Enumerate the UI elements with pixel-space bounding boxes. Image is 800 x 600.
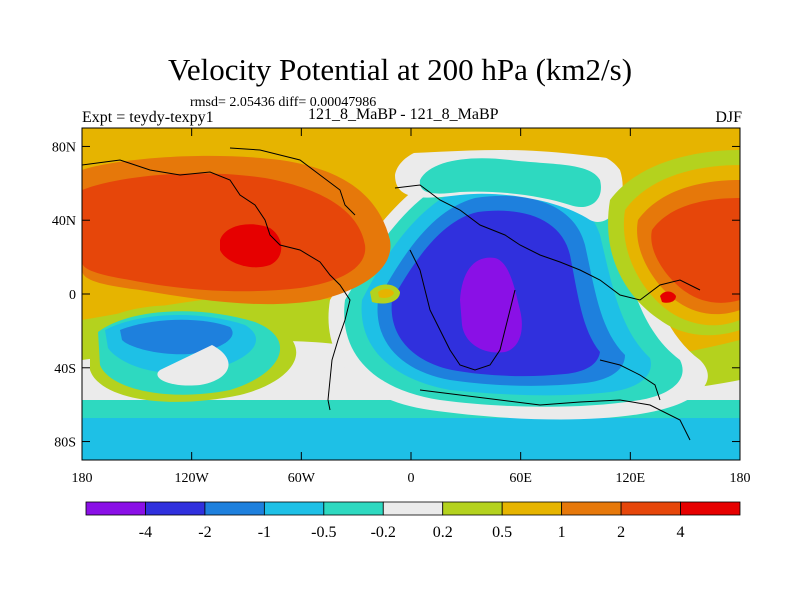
colorbar-swatch: [145, 501, 206, 516]
comparison-label: 121_8_MaBP - 121_8_MaBP: [308, 106, 499, 123]
contour-americas-redorange: [82, 173, 366, 292]
colorbar-label: -4: [139, 524, 152, 541]
x-tick-label: 60E: [509, 471, 532, 486]
y-tick-label: 0: [69, 288, 76, 303]
x-tick-label: 0: [408, 471, 415, 486]
contour-americas-maximum: [220, 224, 282, 268]
colorbar-swatch: [501, 501, 563, 516]
colorbar-swatch: [263, 501, 325, 516]
colorbar-swatch: [442, 501, 503, 516]
contour-arctic-cyan: [419, 158, 601, 208]
contour-field: [82, 128, 740, 460]
stats-subtitle: rmsd= 2.05436 diff= 0.00047986: [190, 95, 377, 110]
contour-pacific-east-redorange: [651, 198, 740, 303]
colorbar-label: 2: [617, 524, 625, 541]
contour-central-minimum: [460, 257, 522, 353]
colorbar-swatch: [204, 501, 265, 516]
colorbar-label: -1: [258, 524, 271, 541]
colorbar-swatch: [561, 501, 622, 516]
contour-pacific-east-maximum: [660, 291, 676, 303]
y-tick-label: 40S: [54, 362, 76, 377]
y-tick-label: 40N: [52, 214, 76, 229]
y-tick-label: 80S: [54, 436, 76, 451]
coastline-antarctica: [419, 389, 691, 441]
experiment-label: Expt = teydy-texpy1: [82, 109, 214, 126]
coastline-north-america-north: [229, 147, 356, 216]
x-tick-label: 60W: [288, 471, 316, 486]
colorbar-swatch: [382, 501, 444, 516]
y-tick-label: 80N: [52, 140, 76, 155]
contour-yellow-north-2: [82, 128, 740, 150]
colorbar-swatch: [620, 501, 681, 516]
contour-atlantic-small-inner: [378, 289, 394, 298]
x-tick-label: 180: [730, 471, 751, 486]
coastline-americas: [82, 159, 351, 411]
x-tick-label: 120W: [175, 471, 210, 486]
colorbar-label: 0.5: [492, 524, 512, 541]
colorbar-swatch: [323, 501, 384, 516]
contour-pacific-white: [157, 345, 229, 386]
season-label: DJF: [715, 109, 742, 126]
colorbar-label: 1: [558, 524, 566, 541]
x-axis: 180 120W 60W 0 60E 120E 180: [72, 128, 751, 486]
colorbar: -4 -2 -1 -0.5 -0.2 0.2 0.5 1 2 4: [85, 501, 741, 541]
chart-title: Velocity Potential at 200 hPa (km2/s): [167, 52, 633, 87]
colorbar-swatch: [680, 501, 741, 516]
x-tick-label: 120E: [616, 471, 646, 486]
contour-pacific-blue: [120, 319, 233, 355]
coastline-australia: [599, 359, 661, 401]
colorbar-label: -2: [198, 524, 211, 541]
colorbar-swatch: [85, 501, 146, 516]
colorbar-label: -0.5: [311, 524, 336, 541]
coastline-eurasia: [394, 184, 701, 301]
colorbar-label: 4: [677, 524, 685, 541]
contour-lightblue-south: [82, 418, 740, 460]
colorbar-label: 0.2: [433, 524, 453, 541]
coastline-africa: [409, 249, 516, 371]
y-axis: 80N 40N 0 40S 80S: [52, 140, 740, 451]
coastlines: [82, 147, 701, 441]
x-tick-label: 180: [72, 471, 93, 486]
colorbar-label: -0.2: [371, 524, 396, 541]
